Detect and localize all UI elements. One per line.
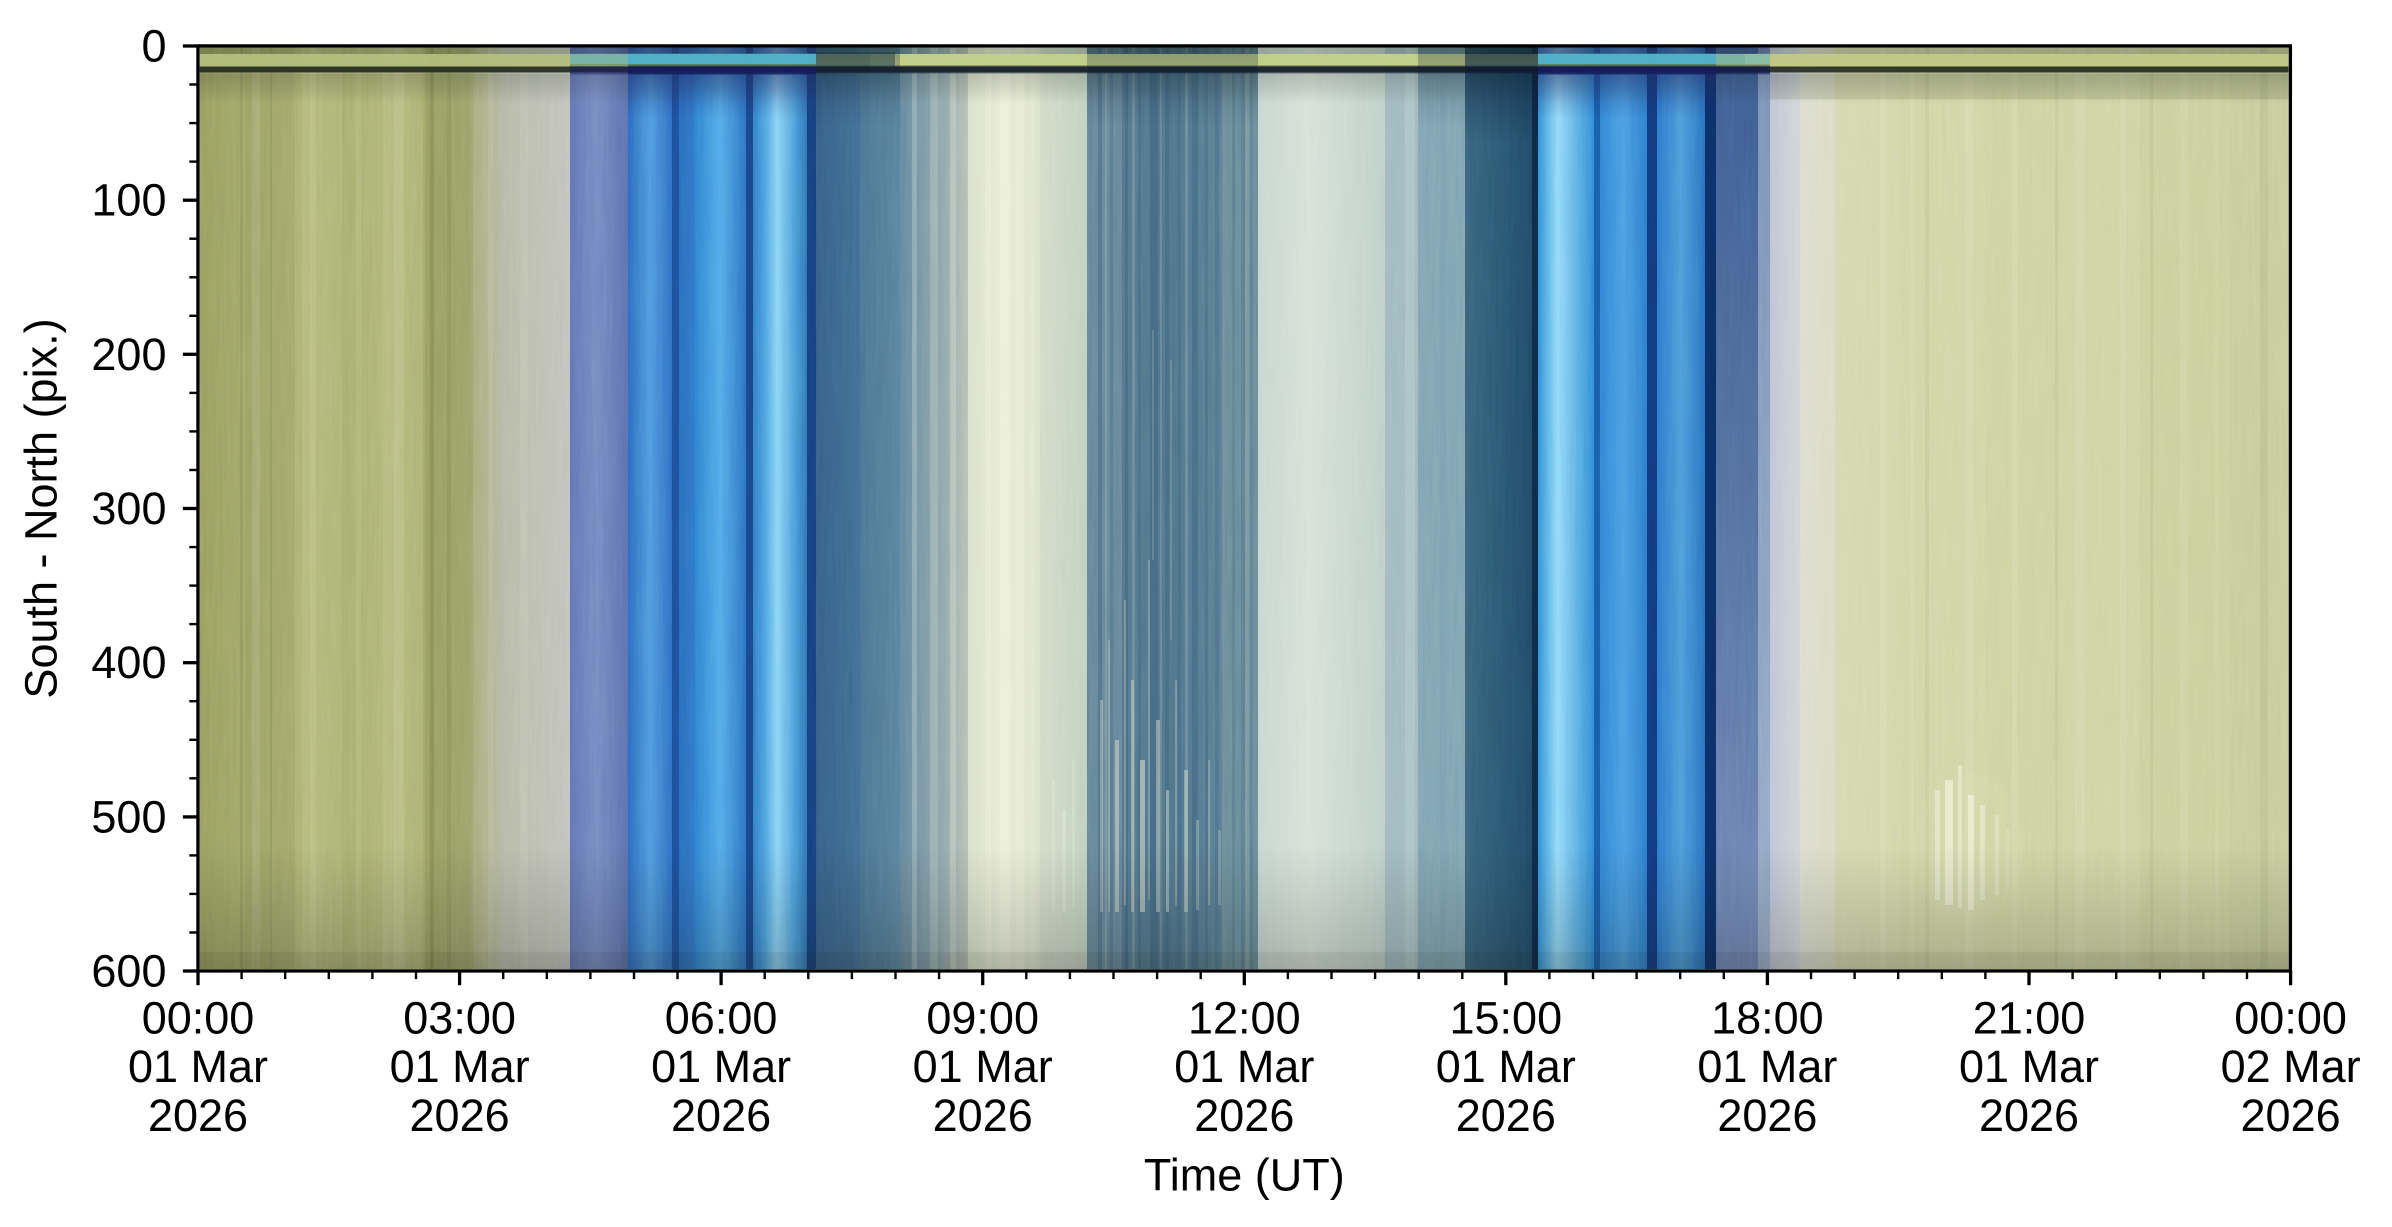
svg-text:01 Mar: 01 Mar bbox=[1959, 1041, 2099, 1092]
svg-text:2026: 2026 bbox=[148, 1090, 248, 1141]
svg-text:01 Mar: 01 Mar bbox=[651, 1041, 791, 1092]
svg-text:2026: 2026 bbox=[1979, 1090, 2079, 1141]
svg-text:2026: 2026 bbox=[1194, 1090, 1294, 1141]
svg-text:21:00: 21:00 bbox=[1973, 992, 2086, 1043]
svg-text:200: 200 bbox=[91, 329, 166, 380]
svg-text:03:00: 03:00 bbox=[403, 992, 516, 1043]
svg-text:09:00: 09:00 bbox=[926, 992, 1039, 1043]
svg-text:2026: 2026 bbox=[1456, 1090, 1556, 1141]
svg-text:500: 500 bbox=[91, 791, 166, 842]
svg-text:12:00: 12:00 bbox=[1188, 992, 1301, 1043]
svg-text:01 Mar: 01 Mar bbox=[390, 1041, 530, 1092]
svg-text:00:00: 00:00 bbox=[2234, 992, 2347, 1043]
svg-text:01 Mar: 01 Mar bbox=[913, 1041, 1053, 1092]
svg-text:2026: 2026 bbox=[933, 1090, 1033, 1141]
svg-text:01 Mar: 01 Mar bbox=[128, 1041, 268, 1092]
svg-text:01 Mar: 01 Mar bbox=[1174, 1041, 1314, 1092]
svg-text:06:00: 06:00 bbox=[665, 992, 778, 1043]
svg-text:02 Mar: 02 Mar bbox=[2221, 1041, 2361, 1092]
svg-text:2026: 2026 bbox=[410, 1090, 510, 1141]
svg-text:00:00: 00:00 bbox=[142, 992, 255, 1043]
svg-text:600: 600 bbox=[91, 946, 166, 997]
svg-text:South - North (pix.): South - North (pix.) bbox=[16, 318, 67, 698]
svg-text:100: 100 bbox=[91, 175, 166, 226]
svg-text:18:00: 18:00 bbox=[1711, 992, 1824, 1043]
svg-text:2026: 2026 bbox=[1717, 1090, 1817, 1141]
svg-text:300: 300 bbox=[91, 483, 166, 534]
svg-text:Time (UT): Time (UT) bbox=[1144, 1150, 1345, 1201]
svg-text:2026: 2026 bbox=[2241, 1090, 2341, 1141]
svg-text:400: 400 bbox=[91, 637, 166, 688]
svg-text:2026: 2026 bbox=[671, 1090, 771, 1141]
svg-text:0: 0 bbox=[141, 21, 166, 72]
svg-text:01 Mar: 01 Mar bbox=[1436, 1041, 1576, 1092]
svg-text:15:00: 15:00 bbox=[1449, 992, 1562, 1043]
svg-text:01 Mar: 01 Mar bbox=[1697, 1041, 1837, 1092]
